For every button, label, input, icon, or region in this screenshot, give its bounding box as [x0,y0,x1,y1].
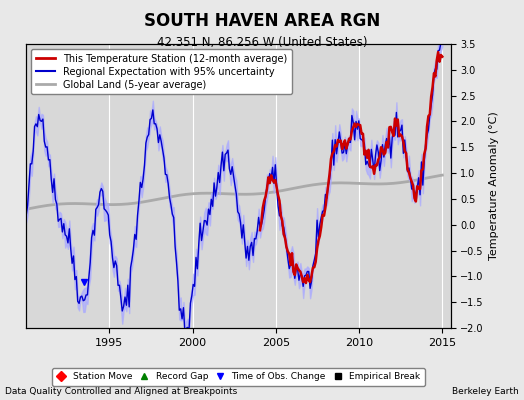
Text: Berkeley Earth: Berkeley Earth [452,387,519,396]
Text: Data Quality Controlled and Aligned at Breakpoints: Data Quality Controlled and Aligned at B… [5,387,237,396]
Y-axis label: Temperature Anomaly (°C): Temperature Anomaly (°C) [489,112,499,260]
Text: SOUTH HAVEN AREA RGN: SOUTH HAVEN AREA RGN [144,12,380,30]
Text: 42.351 N, 86.256 W (United States): 42.351 N, 86.256 W (United States) [157,36,367,49]
Legend: Station Move, Record Gap, Time of Obs. Change, Empirical Break: Station Move, Record Gap, Time of Obs. C… [52,368,425,386]
